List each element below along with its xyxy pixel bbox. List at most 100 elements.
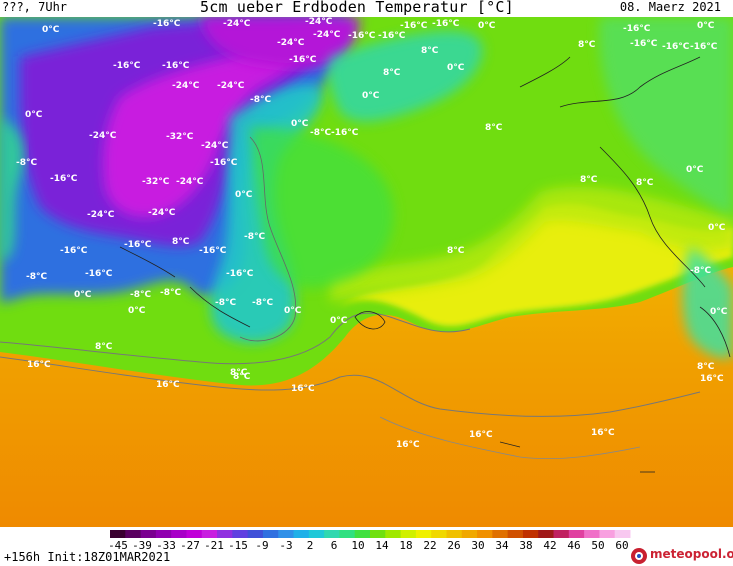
isotherm-label: 0°C — [686, 165, 704, 175]
isotherm-label: 0°C — [284, 306, 302, 316]
legend-swatch — [584, 530, 600, 538]
isotherm-label: 0°C — [697, 21, 715, 31]
isotherm-label: -16°C — [199, 246, 227, 256]
logo-text: meteopool.org — [650, 547, 733, 561]
isotherm-label: 8°C — [233, 372, 251, 382]
isotherm-label: 0°C — [291, 119, 309, 129]
legend-swatch — [400, 530, 417, 538]
legend-tick-label: -15 — [228, 539, 248, 551]
legend-tick-label: 46 — [567, 539, 580, 551]
isotherm-label: 8°C — [230, 368, 248, 378]
isotherm-label: -16°C — [124, 240, 152, 250]
isotherm-label: -24°C — [277, 38, 305, 48]
legend-tick-label: 18 — [399, 539, 412, 551]
isotherm-label: 8°C — [578, 40, 596, 50]
isotherm-label: 8°C — [95, 342, 113, 352]
legend-swatch — [431, 530, 447, 538]
zone-atlantic-green — [250, 127, 394, 288]
cold-zone-magenta — [103, 27, 320, 218]
isotherm-label: -8°C — [244, 232, 265, 242]
legend-swatch — [186, 530, 203, 538]
isotherm-label: -8°C — [252, 298, 273, 308]
isotherm-label: -16°C — [630, 39, 658, 49]
zone-west-teal — [0, 117, 24, 262]
zone-yellowgreen — [330, 186, 733, 302]
isotherm-label: -16°C — [113, 61, 141, 71]
legend-tick-label: -45 — [108, 539, 128, 551]
isotherm-label: 16°C — [396, 440, 420, 450]
isotherm-label: -16°C — [378, 31, 406, 41]
isotherm-label: 8°C — [485, 123, 503, 133]
isotherm-label: -8°C — [16, 158, 37, 168]
legend-swatch — [201, 530, 218, 538]
isotherm-label: -16°C — [153, 19, 181, 29]
isotherm-label: 0°C — [128, 306, 146, 316]
contour-0c — [239, 136, 297, 342]
isotherm-label: -16°C — [210, 158, 238, 168]
legend-swatch — [507, 530, 524, 538]
isotherm-label: 8°C — [383, 68, 401, 78]
valid-time-label: ???, 7Uhr — [2, 0, 68, 14]
warm-zone-orange — [0, 267, 733, 527]
isotherm-label: -24°C — [223, 19, 251, 29]
legend-swatch — [262, 530, 279, 538]
isotherm-label: -8°C — [250, 95, 271, 105]
contour-southern — [379, 416, 641, 460]
legend-tick-label: -27 — [180, 539, 200, 551]
contour-8c — [0, 312, 471, 365]
map-title: 5cm ueber Erdboden Temperatur [°C] — [200, 0, 514, 16]
run-info-label: +156h Init:18Z01MAR2021 — [4, 550, 171, 564]
isotherm-label: -8°C — [215, 298, 236, 308]
isotherm-label: -16°C — [348, 31, 376, 41]
isotherm-label: -24°C — [172, 81, 200, 91]
legend-tick-label: 30 — [471, 539, 484, 551]
legend-swatch — [339, 530, 356, 538]
legend-swatch — [522, 530, 539, 538]
coastlines — [119, 56, 731, 473]
legend-tick-label: -39 — [132, 539, 152, 551]
isotherm-label: -16°C — [400, 21, 428, 31]
isotherm-label: 0°C — [478, 21, 496, 31]
meteopool-icon — [631, 548, 647, 564]
legend-swatch — [217, 530, 233, 538]
legend-swatch — [293, 530, 310, 538]
isotherm-label: 16°C — [291, 384, 315, 394]
isotherm-label: -8°C — [26, 272, 47, 282]
isotherm-label: 0°C — [362, 91, 380, 101]
isotherm-label: 8°C — [447, 246, 465, 256]
legend-swatch — [324, 530, 340, 538]
isotherm-label: -32°C — [166, 132, 194, 142]
isotherm-label: 0°C — [235, 190, 253, 200]
isotherm-label: -24°C — [176, 177, 204, 187]
isotherm-label: 16°C — [700, 374, 724, 384]
isotherm-label: -24°C — [148, 208, 176, 218]
isotherm-label: 8°C — [697, 362, 715, 372]
legend-tick-label: -21 — [204, 539, 224, 551]
isotherm-label: 0°C — [330, 316, 348, 326]
legend-swatch — [140, 530, 157, 538]
meteopool-logo[interactable]: meteopool.org — [630, 547, 733, 565]
isotherm-label: -24°C — [313, 30, 341, 40]
isotherm-label: 0°C — [25, 110, 43, 120]
legend-tick-label: 42 — [543, 539, 556, 551]
legend-swatch — [614, 530, 631, 538]
temperature-map: 0°C-16°C -24°C -24°C -16°C -16°C 0°C -16°C 0°C-… — [0, 17, 733, 527]
cold-zone-magenta-north — [200, 17, 360, 68]
legend-swatch — [354, 530, 371, 538]
isotherm-label: -8°C — [160, 288, 181, 298]
legend-tick-label: -33 — [156, 539, 176, 551]
isotherm-label: -24°C — [201, 141, 229, 151]
isotherm-label: -16°C — [226, 269, 254, 279]
legend-swatch — [278, 530, 295, 538]
isotherm-label: 0°C — [42, 25, 60, 35]
legend-swatch — [155, 530, 172, 538]
isotherm-label: -16°C — [289, 55, 317, 65]
color-legend: -45 -39 -33 -27 -21 -15 -9 -3 2 6 10 14 18 22 26 30 34 38… — [108, 530, 631, 551]
legend-tick-label: 6 — [331, 539, 338, 551]
legend-tick-label: -3 — [279, 539, 292, 551]
isotherm-label: -16°C — [690, 42, 718, 52]
isotherm-label: -8°C — [310, 128, 331, 138]
isotherm-label: -16°C — [623, 24, 651, 34]
legend-tick-label: 60 — [615, 539, 628, 551]
isotherm-label: 16°C — [156, 380, 180, 390]
